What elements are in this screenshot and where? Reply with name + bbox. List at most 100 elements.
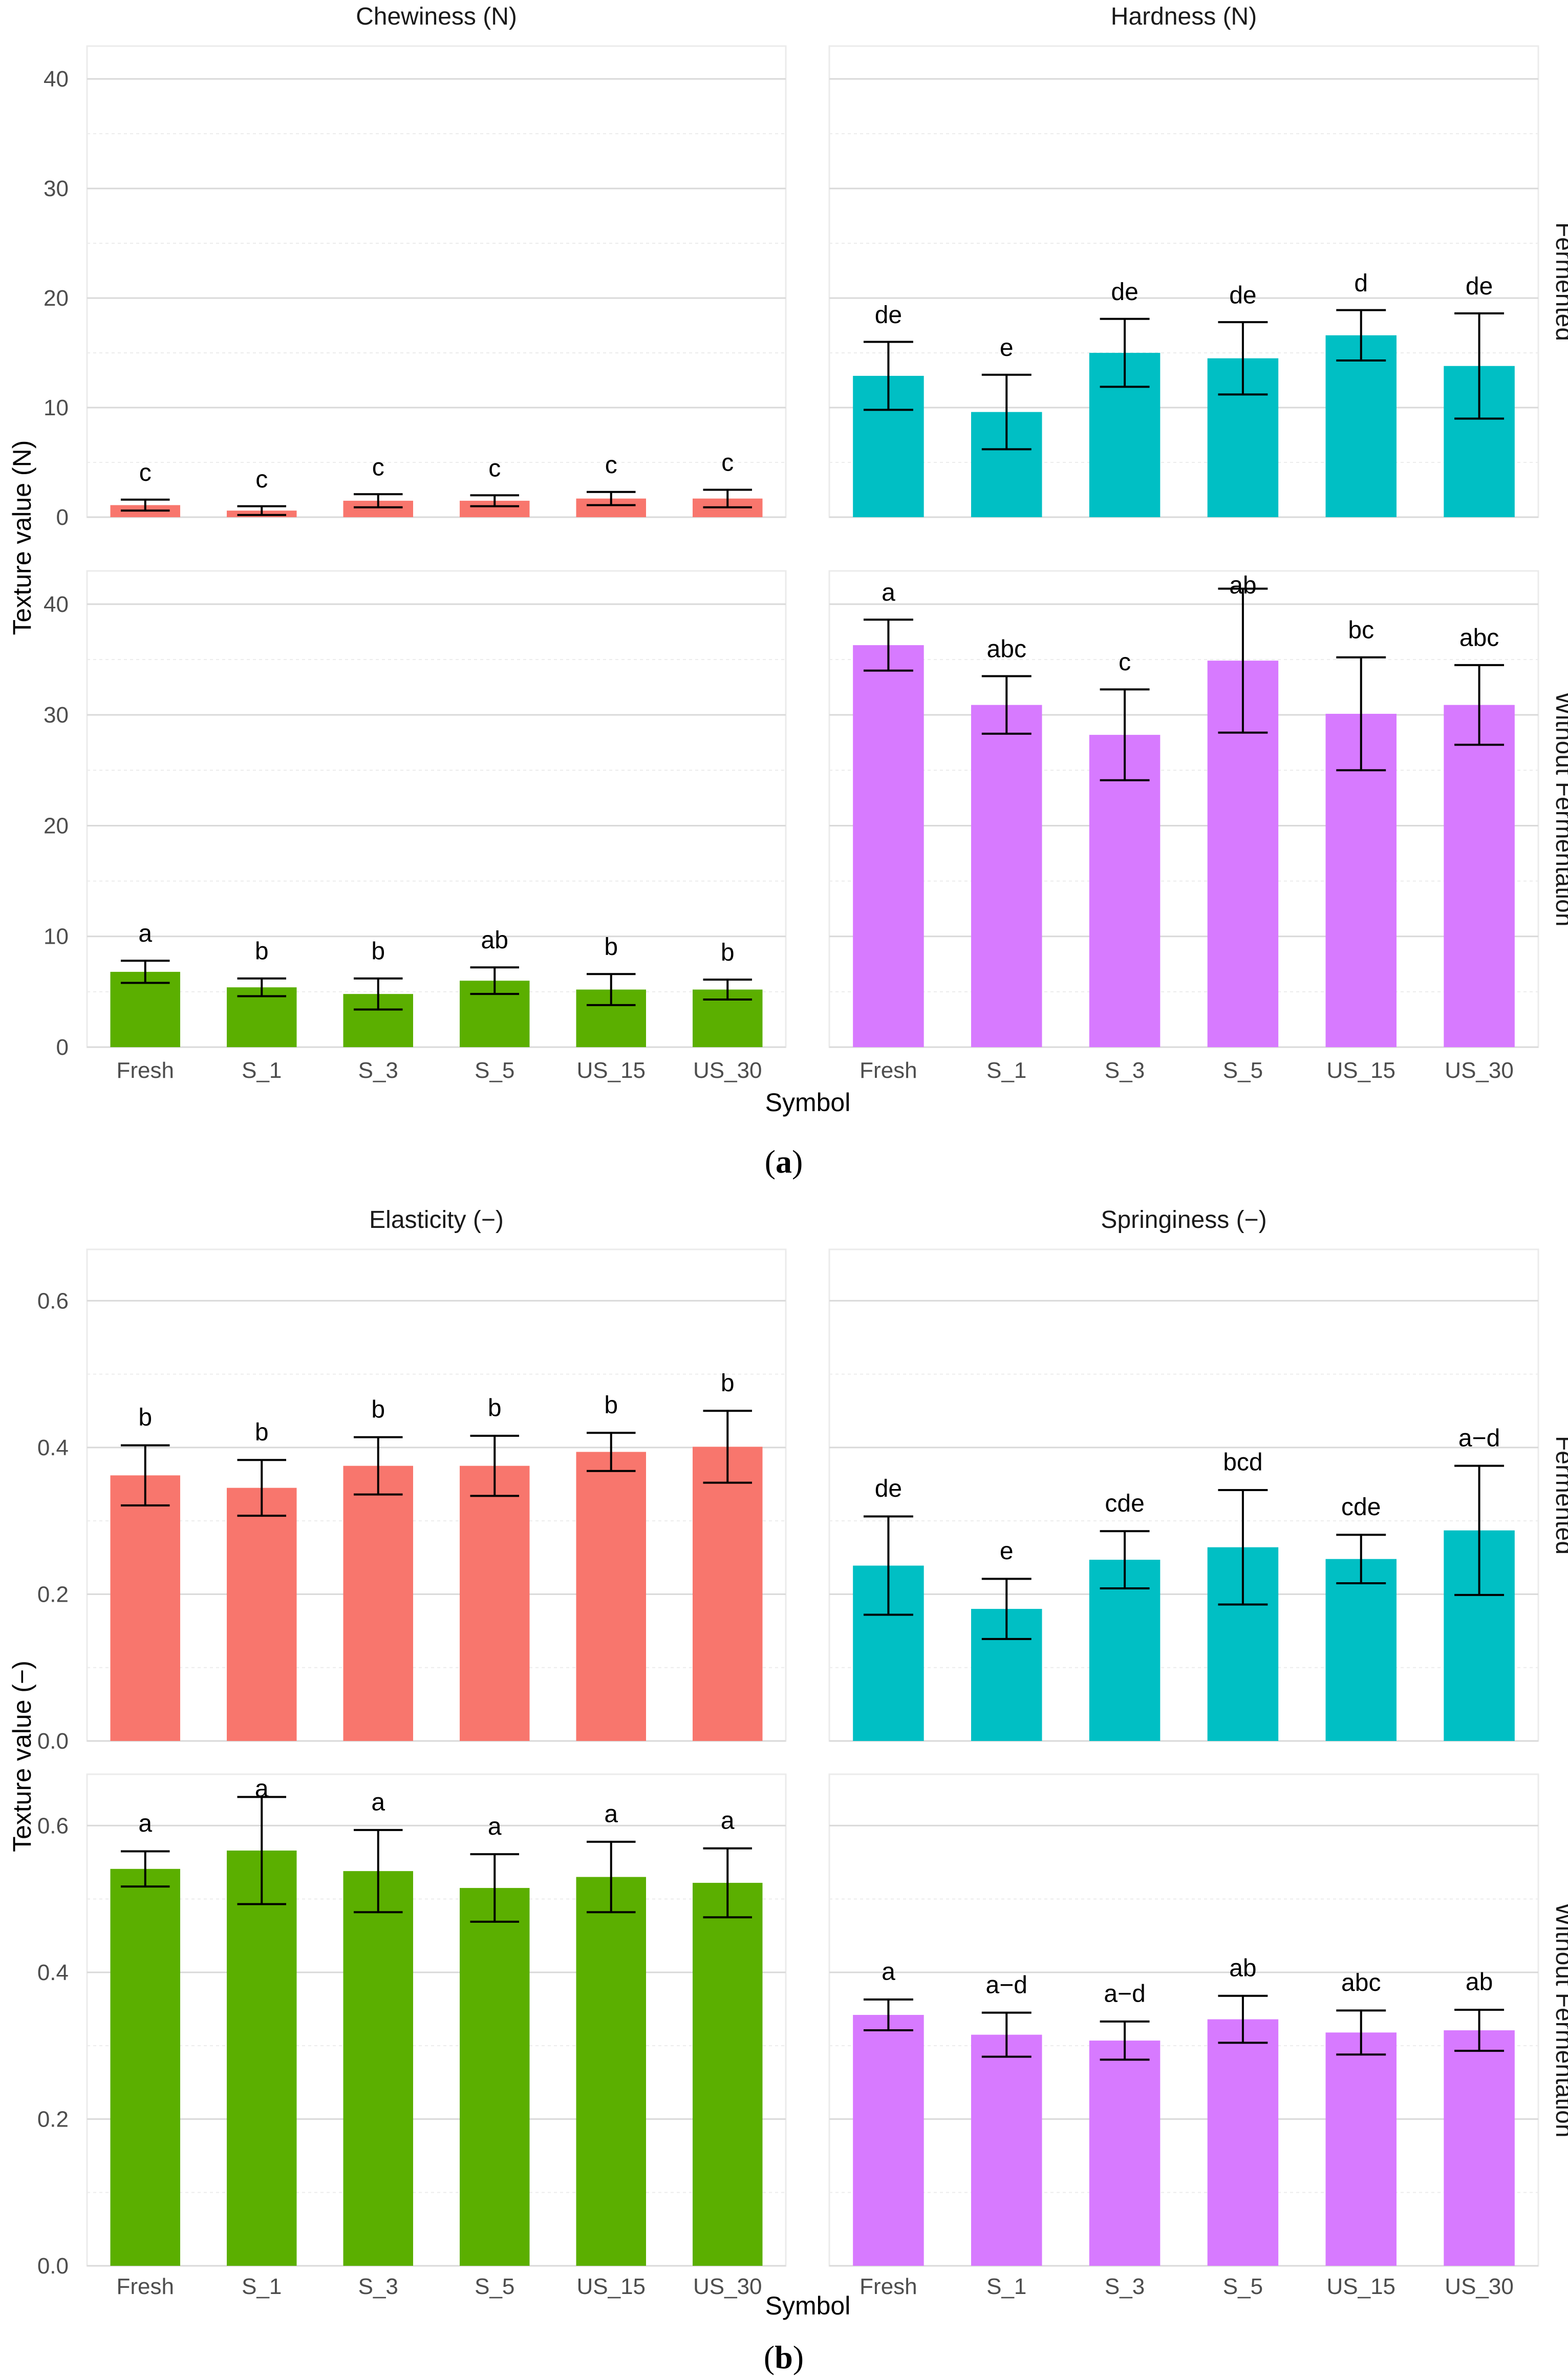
- significance-letter: c: [372, 454, 384, 481]
- x-tick-label-us-30: US_30: [693, 1058, 762, 1083]
- significance-letter: b: [488, 1395, 502, 1422]
- significance-letter: abc: [1459, 625, 1499, 652]
- significance-letter: b: [371, 1396, 385, 1423]
- panels-layer: Chewiness (N) Hardness (N) Fermented Withou…: [37, 3, 1568, 2299]
- bar-fresh: [853, 645, 924, 1047]
- significance-letter: b: [255, 1419, 269, 1446]
- bar-us-30: [693, 1447, 763, 1741]
- error-bar-us-15: [586, 1840, 636, 1914]
- error-bar-us-15: [586, 491, 636, 506]
- significance-letter: c: [1119, 649, 1131, 676]
- error-bar-fresh: [863, 619, 913, 672]
- significance-letter: b: [604, 933, 618, 961]
- caption-b: (b): [764, 2339, 804, 2375]
- error-bar-us-15: [1336, 656, 1386, 772]
- y-tick-label: 30: [44, 703, 69, 728]
- bar-s-3: [343, 1465, 413, 1741]
- panel-background: [828, 1773, 1539, 2267]
- significance-letter: ab: [1229, 1954, 1256, 1982]
- y-tick-label: 0.4: [37, 1960, 69, 1985]
- panel-background: [86, 570, 787, 1048]
- y-tick-label: 30: [44, 176, 69, 201]
- significance-letter: abc: [987, 635, 1026, 663]
- significance-letter: c: [605, 452, 617, 479]
- significance-letter: a: [255, 1775, 269, 1802]
- error-bar-fresh: [863, 1515, 913, 1616]
- y-tick-label: 0.6: [37, 1288, 69, 1313]
- error-bar-s-3: [1100, 1530, 1150, 1589]
- significance-letter: c: [721, 450, 734, 477]
- error-bar-us-30: [1454, 664, 1505, 746]
- x-tick-label-s-1: S_1: [986, 2274, 1026, 2299]
- y-tick-label: 40: [44, 67, 69, 92]
- panel-background: [86, 1248, 787, 1742]
- significance-letter: de: [1466, 273, 1493, 300]
- significance-letter: c: [139, 459, 152, 486]
- bar-s-1: [227, 1851, 297, 2266]
- error-bar-us-30: [703, 488, 753, 508]
- significance-letter: e: [1000, 334, 1014, 362]
- row-label-without-fermentation: Without Fermentation: [1551, 1903, 1568, 2138]
- error-bar-s-1: [237, 977, 287, 997]
- error-bar-fresh: [120, 498, 170, 512]
- x-tick-label-s-1: S_1: [986, 1058, 1026, 1083]
- significance-letter: de: [875, 302, 902, 329]
- panel-background: [86, 1773, 787, 2267]
- bar-s-5: [460, 1888, 530, 2266]
- y-tick-label: 0.0: [37, 1729, 69, 1754]
- significance-letter: ab: [1229, 572, 1256, 599]
- y-tick-label: 0.2: [37, 1582, 69, 1607]
- error-bar-s-1: [237, 1459, 287, 1517]
- x-tick-label-us-30: US_30: [1445, 1058, 1514, 1083]
- bar-s-1: [971, 2034, 1042, 2266]
- error-bar-s-3: [353, 1436, 403, 1496]
- error-bar-s-5: [470, 1434, 520, 1497]
- error-bar-us-30: [1454, 2008, 1505, 2052]
- bar-s-1: [227, 987, 297, 1047]
- significance-letter: c: [255, 466, 268, 493]
- error-bar-s-5: [1218, 321, 1268, 396]
- x-tick-label-s-5: S_5: [475, 1058, 514, 1083]
- error-bar-s-5: [1218, 1994, 1268, 2044]
- panel-background: [86, 45, 787, 518]
- x-tick-label-fresh: Fresh: [117, 1058, 174, 1083]
- bar-us-15: [1325, 1559, 1397, 1741]
- error-bar-s-5: [470, 1853, 520, 1923]
- bar-us-15: [576, 1452, 646, 1741]
- error-bar-s-1: [981, 675, 1032, 735]
- error-bar-us-30: [1454, 312, 1505, 420]
- error-bar-fresh: [863, 341, 913, 411]
- error-bar-s-1: [981, 2011, 1032, 2058]
- significance-letter: abc: [1341, 1969, 1381, 1996]
- y-tick-label: 0.4: [37, 1435, 69, 1460]
- error-bar-s-5: [1218, 587, 1268, 734]
- significance-letter: b: [371, 938, 385, 965]
- x-tick-label-s-1: S_1: [242, 1058, 282, 1083]
- y-tick-label: 20: [44, 813, 69, 838]
- y-tick-label: 0: [56, 505, 69, 530]
- significance-letter: e: [1000, 1538, 1014, 1565]
- significance-letter: a: [882, 1958, 895, 1985]
- panel-hardness-n-fermented: de e de de d de: [828, 45, 1539, 518]
- error-bar-us-30: [703, 979, 753, 1001]
- figure-a-plots: Chewiness (N) Hardness (N) Fermented Withou…: [44, 3, 1568, 1083]
- significance-letter: a: [488, 1813, 502, 1840]
- error-bar-us-30: [703, 1847, 753, 1919]
- panel-background: [828, 1248, 1539, 1742]
- error-bar-us-15: [586, 1432, 636, 1472]
- significance-letter: de: [1229, 282, 1256, 309]
- error-bar-s-1: [981, 1578, 1032, 1640]
- x-tick-label-fresh: Fresh: [860, 2274, 917, 2299]
- error-bar-s-5: [470, 966, 520, 995]
- significance-letter: c: [488, 455, 501, 482]
- bar-s-3: [1089, 735, 1161, 1047]
- error-bar-fresh: [120, 960, 170, 984]
- strip-label-springiness: Springiness (−): [1101, 1206, 1266, 1234]
- figure-b-plots: Elasticity (−) Springiness (−) Fermented Wi…: [37, 1206, 1568, 2299]
- error-bar-us-30: [1454, 1464, 1505, 1596]
- panel-background: [828, 45, 1539, 518]
- significance-letter: a: [138, 1810, 152, 1837]
- bar-us-30: [1444, 705, 1515, 1047]
